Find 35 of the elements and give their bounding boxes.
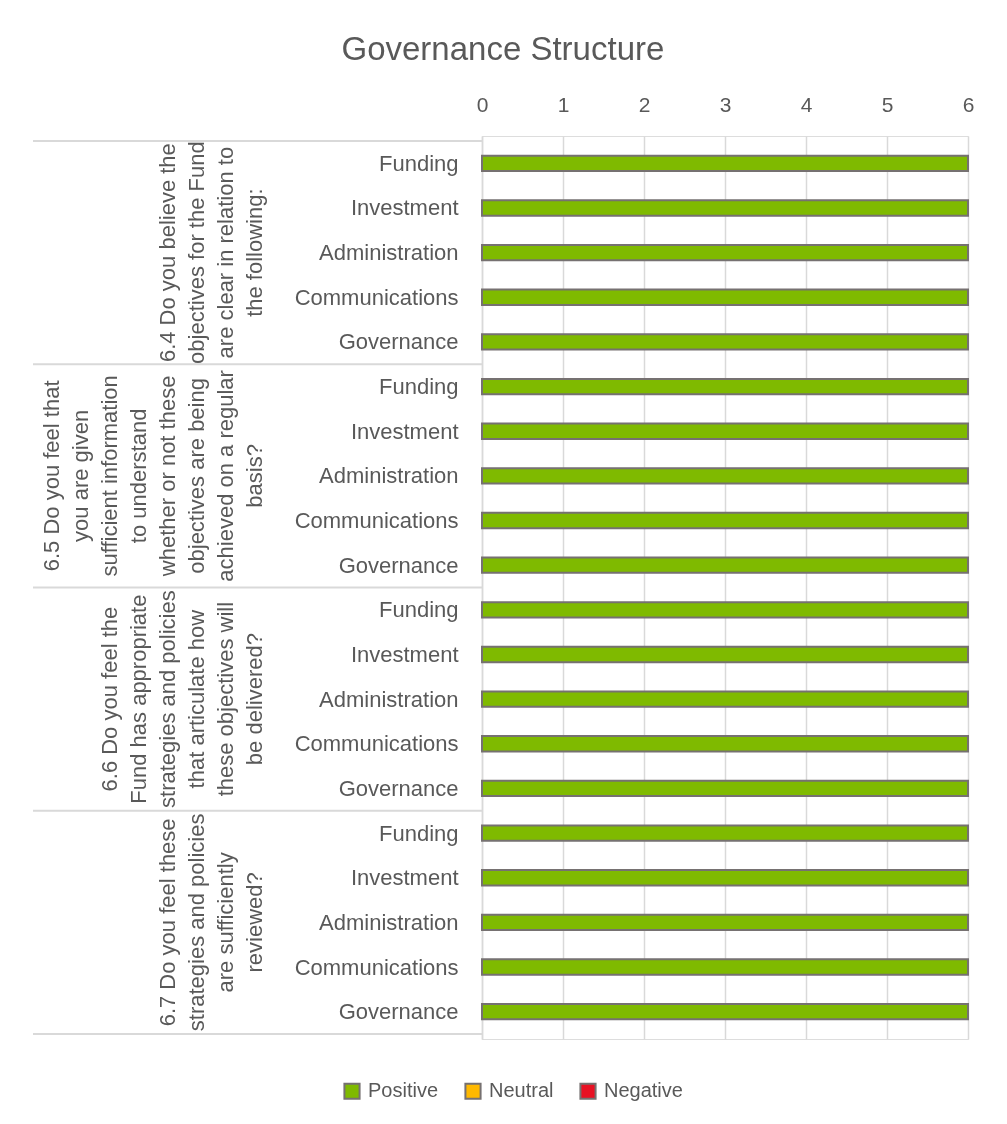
y-tick-label: Investment — [350, 418, 459, 444]
x-tick-label: 4 — [800, 92, 813, 116]
y-tick-label: Communications — [294, 508, 459, 534]
y-tick-label: Funding — [378, 374, 459, 400]
y-tick-label: Administration — [319, 463, 459, 489]
y-tick-label: Funding — [378, 150, 459, 176]
y-tick-label: Communications — [294, 731, 459, 757]
text: 6.6 Do you feel the Fund has appropriate strategies and policies that articulate how these objectives will be delivered? — [97, 590, 267, 808]
text: 6.4 Do you believe the objectives for the Fund are clear in relation to the following: — [155, 141, 267, 364]
legend-label: Neutral — [489, 1079, 554, 1102]
x-tick-label: 6 — [962, 92, 975, 116]
legend-label: Negative — [604, 1079, 683, 1102]
y-tick-label: Communications — [294, 284, 459, 310]
y-tick-label: Administration — [319, 240, 459, 266]
y-tick-label: Funding — [378, 820, 459, 846]
y-tick-label: Governance — [338, 775, 459, 801]
text: 6.5 Do you feel that you are given sufficient information to understand whether or not these objectives are being achieved on a regular basis? — [39, 370, 267, 582]
x-tick-label: 1 — [557, 92, 570, 116]
y-tick-label: Administration — [319, 686, 459, 712]
y-tick-label: Investment — [350, 865, 459, 891]
text: 6.7 Do you feel these strategies and policies are sufficiently reviewed? — [155, 813, 267, 1032]
y-tick-label: Governance — [338, 999, 459, 1025]
y-tick-label: Investment — [350, 195, 459, 221]
x-tick-label: 2 — [638, 92, 651, 116]
x-tick-label: 0 — [476, 92, 489, 116]
y-tick-label: Governance — [338, 552, 459, 578]
x-tick-label: 5 — [881, 92, 894, 116]
chart-title: Governance Structure — [341, 30, 665, 67]
y-tick-label: Funding — [378, 597, 459, 623]
y-tick-label: Administration — [319, 909, 459, 935]
y-tick-label: Communications — [294, 954, 459, 980]
y-tick-label: Governance — [338, 329, 459, 355]
y-tick-label: Investment — [350, 641, 459, 667]
x-tick-label: 3 — [719, 92, 732, 116]
legend-label: Positive — [368, 1079, 439, 1102]
